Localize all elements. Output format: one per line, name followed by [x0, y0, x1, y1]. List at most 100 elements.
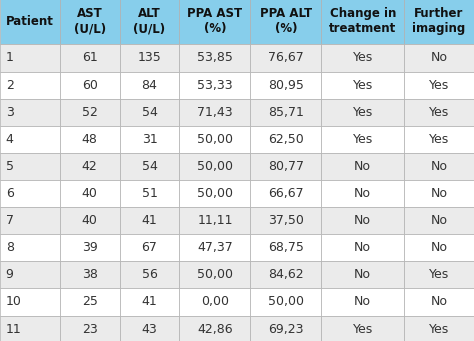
Text: 53,33: 53,33 — [197, 78, 233, 92]
Text: Yes: Yes — [429, 106, 449, 119]
Bar — [60, 234, 119, 261]
Bar — [0, 180, 60, 207]
Text: No: No — [430, 187, 447, 200]
Text: 42,86: 42,86 — [197, 323, 233, 336]
Text: 40: 40 — [82, 214, 98, 227]
Bar — [0, 261, 60, 288]
Bar — [0, 315, 60, 341]
Text: 50,00: 50,00 — [197, 187, 233, 200]
Bar — [60, 0, 119, 44]
Bar — [180, 153, 250, 180]
Text: Change in
treatment: Change in treatment — [329, 8, 396, 35]
Bar — [250, 126, 321, 153]
Bar — [0, 126, 60, 153]
Text: 51: 51 — [142, 187, 157, 200]
Text: 50,00: 50,00 — [197, 160, 233, 173]
Text: 47,37: 47,37 — [197, 241, 233, 254]
Text: 61: 61 — [82, 51, 98, 64]
Text: 8: 8 — [6, 241, 14, 254]
Text: 6: 6 — [6, 187, 14, 200]
Text: Yes: Yes — [353, 133, 373, 146]
Bar — [250, 99, 321, 126]
Text: 7: 7 — [6, 214, 14, 227]
Bar — [250, 153, 321, 180]
Bar — [119, 153, 180, 180]
Text: 41: 41 — [142, 295, 157, 309]
Bar — [404, 180, 474, 207]
Text: No: No — [430, 295, 447, 309]
Text: 84,62: 84,62 — [268, 268, 304, 281]
Text: 62,50: 62,50 — [268, 133, 304, 146]
Bar — [119, 44, 180, 72]
Text: 69,23: 69,23 — [268, 323, 304, 336]
Bar — [119, 0, 180, 44]
Text: 42: 42 — [82, 160, 98, 173]
Text: 67: 67 — [142, 241, 157, 254]
Bar — [119, 234, 180, 261]
Text: Yes: Yes — [429, 78, 449, 92]
Text: No: No — [430, 51, 447, 64]
Bar — [404, 234, 474, 261]
Bar — [321, 207, 404, 234]
Bar — [60, 44, 119, 72]
Bar — [0, 207, 60, 234]
Bar — [250, 234, 321, 261]
Bar — [404, 72, 474, 99]
Bar — [60, 261, 119, 288]
Bar — [250, 261, 321, 288]
Text: 50,00: 50,00 — [197, 268, 233, 281]
Text: 85,71: 85,71 — [268, 106, 304, 119]
Bar — [321, 288, 404, 315]
Bar — [404, 99, 474, 126]
Text: Yes: Yes — [353, 323, 373, 336]
Bar — [321, 0, 404, 44]
Text: 50,00: 50,00 — [268, 295, 304, 309]
Bar — [180, 261, 250, 288]
Text: 39: 39 — [82, 241, 98, 254]
Bar — [0, 234, 60, 261]
Text: 11: 11 — [6, 323, 21, 336]
Text: AST
(U/L): AST (U/L) — [73, 8, 106, 35]
Text: 2: 2 — [6, 78, 14, 92]
Bar — [119, 126, 180, 153]
Bar — [119, 99, 180, 126]
Bar — [180, 207, 250, 234]
Text: 66,67: 66,67 — [268, 187, 304, 200]
Bar — [321, 234, 404, 261]
Text: No: No — [354, 187, 371, 200]
Text: 54: 54 — [142, 160, 157, 173]
Bar — [321, 315, 404, 341]
Bar — [321, 126, 404, 153]
Text: 25: 25 — [82, 295, 98, 309]
Bar — [60, 126, 119, 153]
Bar — [180, 288, 250, 315]
Bar — [250, 288, 321, 315]
Bar — [180, 72, 250, 99]
Text: 41: 41 — [142, 214, 157, 227]
Text: Patient: Patient — [6, 15, 54, 28]
Bar — [321, 44, 404, 72]
Bar — [60, 180, 119, 207]
Text: 5: 5 — [6, 160, 14, 173]
Bar — [60, 288, 119, 315]
Text: 23: 23 — [82, 323, 98, 336]
Text: 40: 40 — [82, 187, 98, 200]
Text: No: No — [354, 268, 371, 281]
Bar — [119, 261, 180, 288]
Bar — [0, 0, 60, 44]
Bar — [404, 126, 474, 153]
Text: 3: 3 — [6, 106, 14, 119]
Bar — [321, 153, 404, 180]
Bar — [119, 72, 180, 99]
Bar — [60, 72, 119, 99]
Bar — [404, 153, 474, 180]
Bar — [180, 180, 250, 207]
Text: 10: 10 — [6, 295, 21, 309]
Bar — [180, 44, 250, 72]
Text: 71,43: 71,43 — [197, 106, 233, 119]
Text: 31: 31 — [142, 133, 157, 146]
Text: 68,75: 68,75 — [268, 241, 304, 254]
Bar — [60, 99, 119, 126]
Bar — [250, 44, 321, 72]
Text: Yes: Yes — [353, 78, 373, 92]
